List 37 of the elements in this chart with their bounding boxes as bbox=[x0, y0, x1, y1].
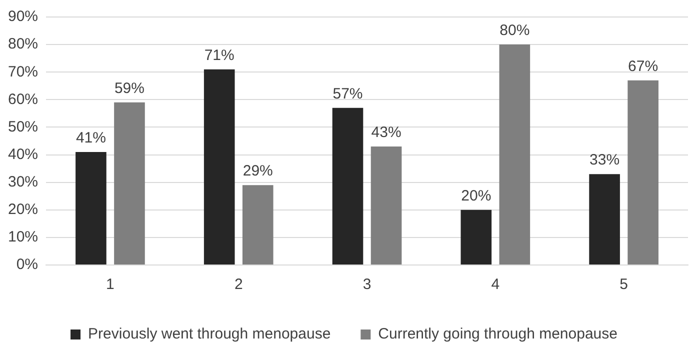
bar bbox=[370, 146, 402, 264]
y-tick-label: 40% bbox=[8, 146, 38, 163]
data-label: 43% bbox=[371, 124, 402, 142]
bar bbox=[332, 108, 364, 264]
y-tick-label: 60% bbox=[8, 90, 38, 108]
x-tick-label: 3 bbox=[362, 276, 372, 294]
data-label: 71% bbox=[204, 46, 234, 64]
bar bbox=[204, 69, 235, 264]
x-tick-label: 1 bbox=[106, 276, 114, 294]
y-tick-label: 90% bbox=[8, 8, 38, 26]
data-label: 59% bbox=[114, 80, 144, 98]
legend-label: Previously went through menopause bbox=[88, 326, 331, 343]
bar bbox=[76, 152, 106, 264]
data-label: 33% bbox=[590, 152, 620, 169]
bar bbox=[499, 44, 530, 264]
bar bbox=[114, 102, 145, 264]
bar bbox=[460, 210, 492, 264]
y-tick-label: 0% bbox=[16, 256, 38, 274]
bar bbox=[242, 185, 274, 264]
data-label: 20% bbox=[461, 188, 492, 205]
data-label: 57% bbox=[332, 86, 363, 103]
y-tick-label: 30% bbox=[8, 173, 38, 190]
data-label: 29% bbox=[242, 162, 273, 180]
data-label: 41% bbox=[76, 130, 106, 147]
y-tick-label: 80% bbox=[8, 36, 38, 53]
y-tick-label: 20% bbox=[8, 201, 38, 218]
bar bbox=[589, 174, 620, 264]
y-tick-label: 50% bbox=[8, 118, 38, 136]
x-tick-label: 2 bbox=[234, 276, 243, 294]
x-tick-label: 5 bbox=[620, 276, 628, 294]
x-tick-label: 4 bbox=[491, 276, 500, 294]
y-tick-label: 70% bbox=[8, 63, 38, 80]
data-label: 80% bbox=[500, 22, 530, 40]
legend-label: Currently going through menopause bbox=[378, 326, 618, 343]
y-tick-label: 10% bbox=[8, 228, 38, 246]
data-label: 67% bbox=[628, 58, 658, 76]
bar bbox=[628, 80, 658, 264]
